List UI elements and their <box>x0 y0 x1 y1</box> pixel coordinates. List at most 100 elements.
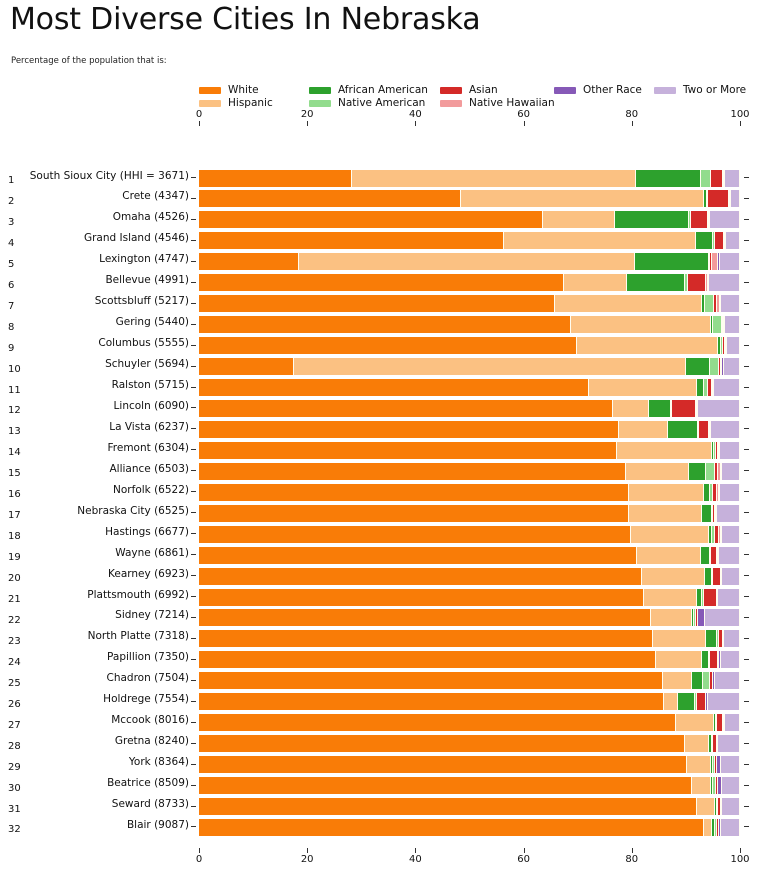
chart-row[interactable]: 17 Nebraska City (6525) <box>0 503 762 524</box>
bar-segment-african_american <box>709 735 712 753</box>
chart-row[interactable]: 19 Wayne (6861) <box>0 545 762 566</box>
chart-row[interactable]: 30 Beatrice (8509) <box>0 776 762 797</box>
row-rank-label: 17 <box>8 510 21 522</box>
y-axis-tick <box>191 302 196 304</box>
bar-segment-hispanic <box>655 651 703 669</box>
bar-segment-white <box>199 337 578 355</box>
bar-segment-white <box>199 379 589 396</box>
chart-row[interactable]: 23 North Platte (7318) <box>0 629 762 650</box>
legend-item-hispanic[interactable]: Hispanic <box>199 98 273 109</box>
chart-row[interactable]: 20 Kearney (6923) <box>0 566 762 587</box>
bar-segment-native_hawaiian <box>711 379 713 396</box>
y-axis-tick-right <box>744 449 749 451</box>
chart-row[interactable]: 27 Mccook (8016) <box>0 713 762 734</box>
legend-item-native_hawaiian[interactable]: Native Hawaiian <box>440 98 555 109</box>
bar-segment-asian <box>713 567 721 585</box>
bar-segment-native_american <box>711 504 714 522</box>
y-axis-category-label: Norfolk (6522) <box>113 483 189 496</box>
legend-item-white[interactable]: White <box>199 85 259 96</box>
legend-item-asian[interactable]: Asian <box>440 85 498 96</box>
y-axis-tick-right <box>744 407 749 409</box>
bar-segment-native_american <box>702 672 710 690</box>
legend-item-two_or_more[interactable]: Two or More <box>654 85 746 96</box>
chart-row[interactable]: 4 Grand Island (4546) <box>0 231 762 252</box>
bar-segment-native_american <box>714 441 716 459</box>
chart-row[interactable]: 24 Papillion (7350) <box>0 650 762 671</box>
bar-segment-native_american <box>712 232 715 250</box>
legend-item-native_american[interactable]: Native American <box>309 98 425 109</box>
bar-segment-hispanic <box>685 735 710 753</box>
y-axis-category-label: Alliance (6503) <box>109 462 189 475</box>
bar-segment-other_race <box>720 462 722 480</box>
bar-segment-native_american <box>694 693 698 711</box>
bar-segment-two_or_more <box>721 525 740 543</box>
chart-row[interactable]: 9 Columbus (5555) <box>0 336 762 357</box>
chart-row[interactable]: 1 South Sioux City (HHI = 3671) <box>0 168 762 189</box>
bar-segment-african_american <box>696 232 713 250</box>
stacked-bar <box>199 462 740 480</box>
chart-row[interactable]: 16 Norfolk (6522) <box>0 482 762 503</box>
bar-segment-native_american <box>711 567 714 585</box>
bar-segment-african_american <box>703 483 710 501</box>
bar-segment-african_american <box>704 567 712 585</box>
chart-row[interactable]: 12 Lincoln (6090) <box>0 398 762 419</box>
stacked-bar <box>199 735 740 753</box>
bar-segment-african_american <box>667 420 698 438</box>
chart-row[interactable]: 31 Seward (8733) <box>0 797 762 818</box>
chart-row[interactable]: 11 Ralston (5715) <box>0 378 762 399</box>
chart-row[interactable]: 21 Plattsmouth (6992) <box>0 587 762 608</box>
chart-row[interactable]: 7 Scottsbluff (5217) <box>0 294 762 315</box>
bar-segment-hispanic <box>629 504 702 522</box>
bar-segment-other_race <box>721 798 723 815</box>
bar-segment-other_race <box>722 358 724 376</box>
chart-row[interactable]: 25 Chadron (7504) <box>0 671 762 692</box>
y-axis-tick <box>191 281 196 283</box>
y-axis-tick-right <box>744 491 749 493</box>
chart-row[interactable]: 10 Schuyler (5694) <box>0 357 762 378</box>
y-axis-tick-right <box>744 784 749 786</box>
chart-row[interactable]: 13 La Vista (6237) <box>0 419 762 440</box>
bar-segment-native_hawaiian <box>695 399 697 417</box>
chart-row[interactable]: 5 Lexington (4747) <box>0 252 762 273</box>
bar-segment-native_hawaiian <box>705 274 708 292</box>
y-axis-category-label: Gering (5440) <box>115 316 189 329</box>
y-axis-category-label: Beatrice (8509) <box>107 777 189 790</box>
bar-segment-white <box>199 777 692 795</box>
chart-row[interactable]: 6 Bellevue (4991) <box>0 273 762 294</box>
legend-item-african_american[interactable]: African American <box>309 85 428 96</box>
chart-row[interactable]: 15 Alliance (6503) <box>0 461 762 482</box>
bar-segment-hispanic <box>618 420 668 438</box>
legend-item-other_race[interactable]: Other Race <box>554 85 642 96</box>
bar-segment-two_or_more <box>714 379 740 396</box>
chart-row[interactable]: 26 Holdrege (7554) <box>0 692 762 713</box>
chart-row[interactable]: 3 Omaha (4526) <box>0 210 762 231</box>
legend-swatch-asian-icon <box>440 87 462 94</box>
chart-row[interactable]: 18 Hastings (6677) <box>0 524 762 545</box>
chart-row[interactable]: 14 Fremont (6304) <box>0 440 762 461</box>
y-axis-tick <box>191 742 196 744</box>
bar-segment-white <box>199 798 697 815</box>
bar-segment-white <box>199 253 299 271</box>
y-axis-category-label: Omaha (4526) <box>112 211 189 224</box>
y-axis-category-label: Bellevue (4991) <box>105 274 189 287</box>
bar-segment-other_race <box>719 651 721 669</box>
chart-row[interactable]: 28 Gretna (8240) <box>0 734 762 755</box>
bar-segment-white <box>199 211 544 229</box>
bar-segment-asian <box>697 693 706 711</box>
bar-segment-white <box>199 651 656 669</box>
chart-row[interactable]: 32 Blair (9087) <box>0 817 762 838</box>
chart-row[interactable]: 8 Gering (5440) <box>0 315 762 336</box>
chart-row[interactable]: 29 York (8364) <box>0 755 762 776</box>
y-axis-tick-right <box>744 554 749 556</box>
bar-segment-other_race <box>715 504 717 522</box>
y-axis-category-label: Sidney (7214) <box>115 609 189 622</box>
bar-segment-african_american <box>702 651 709 669</box>
x-axis-top-tick-label: 40 <box>409 109 422 120</box>
legend-swatch-native_hawaiian-icon <box>440 100 462 107</box>
chart-row[interactable]: 22 Sidney (7214) <box>0 608 762 629</box>
bar-segment-african_american <box>697 379 705 396</box>
row-rank-label: 8 <box>8 321 15 333</box>
bar-segment-other_race <box>723 630 725 648</box>
chart-row[interactable]: 2 Crete (4347) <box>0 189 762 210</box>
bar-segment-white <box>199 609 651 627</box>
